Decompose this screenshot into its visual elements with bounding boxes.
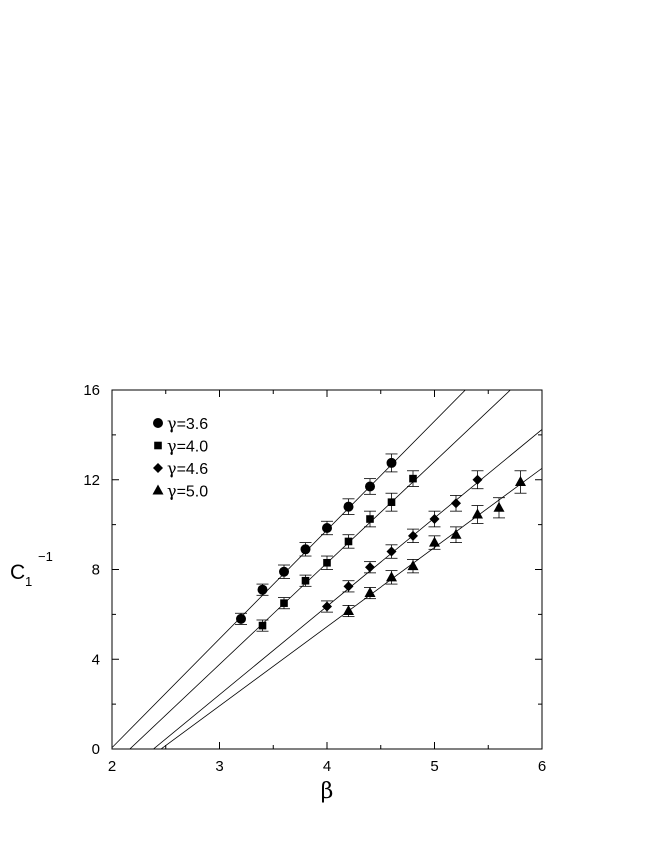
data-point-series-4 — [364, 587, 376, 598]
data-markers — [236, 457, 526, 630]
data-point-series-2 — [387, 498, 396, 506]
error-bars — [235, 453, 527, 632]
data-point-series-3 — [429, 514, 440, 525]
data-point-series-1 — [365, 481, 375, 492]
data-point-series-2 — [280, 599, 288, 607]
data-point-series-1 — [322, 522, 332, 533]
legend-label: γ=3.6 — [167, 414, 208, 433]
data-point-series-1 — [300, 544, 311, 555]
data-point-series-4 — [407, 560, 419, 571]
data-point-series-3 — [386, 546, 397, 557]
legend-item: γ=5.0 — [152, 482, 208, 501]
legend-item: γ=3.6 — [153, 414, 208, 433]
data-point-series-2 — [409, 474, 417, 483]
data-point-series-4 — [386, 571, 397, 582]
legend-item: γ=4.0 — [154, 437, 208, 456]
data-point-series-3 — [322, 601, 332, 612]
data-point-series-2 — [323, 558, 331, 567]
data-point-series-3 — [472, 474, 483, 485]
y-axis-label-sub: 1 — [25, 574, 32, 589]
data-point-series-1 — [236, 613, 246, 624]
data-point-series-4 — [429, 536, 440, 547]
legend-label: γ=5.0 — [167, 482, 208, 501]
data-point-series-1 — [343, 501, 354, 512]
legend-marker-diamond — [153, 463, 163, 473]
legend-marker-triangle — [152, 484, 164, 495]
x-tick-label: 2 — [108, 758, 116, 775]
data-point-series-4 — [515, 475, 526, 486]
x-tick-label: 6 — [538, 758, 546, 775]
data-point-series-1 — [257, 584, 268, 595]
data-point-series-2 — [258, 621, 267, 630]
data-point-series-2 — [366, 515, 374, 523]
data-point-series-3 — [343, 581, 354, 592]
y-tick-label: 0 — [92, 741, 100, 758]
y-tick-label: 4 — [92, 651, 100, 668]
data-point-series-2 — [344, 537, 353, 546]
x-axis-label: β — [321, 779, 334, 804]
y-axis-label-sup: −1 — [38, 549, 53, 564]
data-point-series-3 — [365, 562, 375, 573]
x-tick-label: 5 — [430, 758, 438, 775]
y-tick-label: 16 — [83, 382, 100, 399]
data-point-series-1 — [279, 566, 289, 577]
legend-marker-square — [154, 441, 162, 450]
fit-lines — [112, 390, 542, 749]
y-tick-label: 8 — [92, 562, 100, 579]
legend-item: γ=4.6 — [153, 459, 208, 478]
legend: γ=3.6 γ=4.0 γ=4.6 γ=5.0 — [152, 414, 208, 501]
axis-labels: β C 1 −1 — [10, 549, 333, 804]
legend-label: γ=4.6 — [167, 459, 208, 478]
legend-label: γ=4.0 — [167, 437, 208, 456]
y-tick-label: 12 — [83, 472, 100, 489]
data-point-series-4 — [493, 501, 505, 512]
data-point-series-4 — [343, 605, 354, 616]
data-point-series-3 — [451, 498, 461, 509]
data-point-series-2 — [301, 576, 310, 585]
fit-line-series-4 — [160, 467, 542, 749]
data-point-series-4 — [450, 528, 462, 539]
x-tick-label: 4 — [323, 758, 331, 775]
data-point-series-1 — [386, 457, 397, 468]
data-point-series-3 — [408, 530, 418, 541]
legend-marker-circle — [153, 418, 163, 428]
axes: 2 3 4 5 6 0 4 8 12 16 — [83, 382, 546, 775]
x-tick-label: 3 — [215, 758, 223, 775]
data-point-series-4 — [472, 508, 483, 519]
y-axis-label-main: C — [10, 561, 25, 584]
